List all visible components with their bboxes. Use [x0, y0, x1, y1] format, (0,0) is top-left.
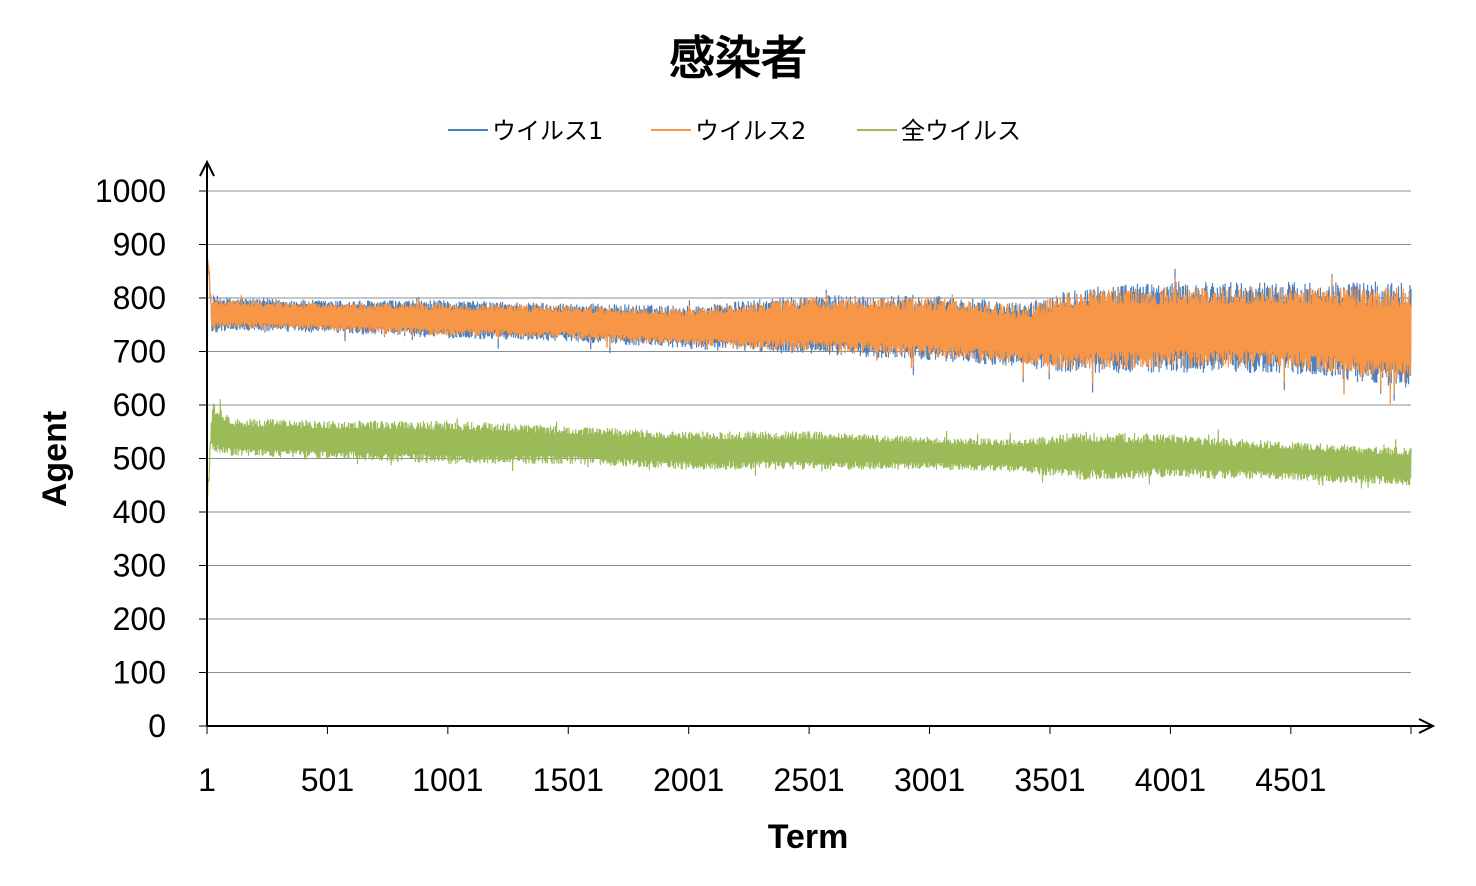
y-tick-labels: 0 100 200 300 400 500 600 700 800 900 1000: [95, 173, 166, 744]
y-tick-label: 1000: [95, 173, 166, 209]
y-tick-label: 800: [113, 280, 166, 316]
x-tick-labels: 1 501 1001 1501 2001 2501 3001 3501 4001 4501: [198, 762, 1326, 798]
y-tick-label: 600: [113, 387, 166, 423]
y-tick-label: 300: [113, 548, 166, 584]
y-tick-label: 400: [113, 494, 166, 530]
x-tick-label: 1: [198, 762, 216, 798]
series-line-3: [207, 400, 1411, 507]
x-tick-label: 4501: [1255, 762, 1326, 798]
series-layer: [207, 245, 1411, 507]
x-tick-label: 2501: [774, 762, 845, 798]
y-tick-label: 100: [113, 655, 166, 691]
x-tick-label: 3001: [894, 762, 965, 798]
y-axis-title: Agent: [36, 411, 74, 507]
x-tick-label: 1501: [533, 762, 604, 798]
x-tick-label: 3501: [1014, 762, 1085, 798]
y-tick-label: 200: [113, 601, 166, 637]
legend-label-2: ウイルス2: [695, 117, 806, 145]
y-tick-label: 900: [113, 227, 166, 263]
x-tick-label: 501: [301, 762, 354, 798]
y-tick-label: 700: [113, 334, 166, 370]
legend-label-3: 全ウイルス: [901, 117, 1021, 145]
y-tick-label: 500: [113, 441, 166, 477]
chart-title: 感染者: [669, 31, 807, 85]
legend: ウイルス1 ウイルス2 全ウイルス: [448, 117, 1021, 145]
x-tick-label: 1001: [412, 762, 483, 798]
x-tick-label: 2001: [653, 762, 724, 798]
y-tick-label: 0: [148, 708, 166, 744]
x-tick-label: 4001: [1135, 762, 1206, 798]
x-axis-title: Term: [768, 818, 849, 856]
series-line-2: [207, 250, 1411, 404]
legend-label-1: ウイルス1: [492, 117, 603, 145]
